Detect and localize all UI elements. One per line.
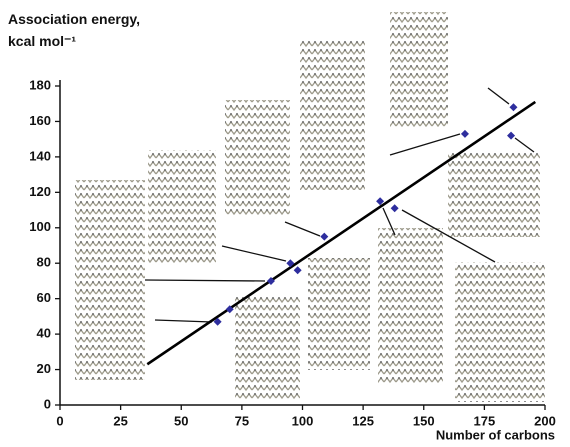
molecule-stack bbox=[225, 100, 290, 215]
x-tick-label: 175 bbox=[474, 413, 496, 428]
data-point bbox=[320, 233, 328, 241]
y-tick-label: 100 bbox=[29, 219, 51, 234]
arrow bbox=[222, 246, 286, 261]
x-tick-label: 25 bbox=[113, 413, 127, 428]
molecule-stack bbox=[235, 295, 300, 400]
molecule-stack bbox=[148, 150, 216, 265]
x-tick-label: 150 bbox=[413, 413, 435, 428]
y-tick-label: 180 bbox=[29, 77, 51, 92]
molecule-stack bbox=[308, 258, 370, 370]
molecule-stack bbox=[378, 228, 443, 385]
data-point bbox=[509, 103, 517, 111]
molecule-stack bbox=[390, 12, 448, 127]
x-tick-label: 50 bbox=[174, 413, 188, 428]
molecule-stack bbox=[448, 152, 540, 237]
molecule-stacks bbox=[75, 12, 545, 402]
y-tick-label: 60 bbox=[37, 290, 51, 305]
data-point bbox=[507, 132, 515, 140]
arrow bbox=[155, 320, 212, 322]
x-axis-title: Number of carbons bbox=[436, 427, 555, 442]
y-tick-label: 40 bbox=[37, 326, 51, 341]
x-tick-label: 125 bbox=[352, 413, 374, 428]
x-tick-label: 200 bbox=[534, 413, 556, 428]
y-tick-label: 80 bbox=[37, 255, 51, 270]
data-point bbox=[294, 266, 302, 274]
y-tick-label: 0 bbox=[44, 396, 51, 411]
y-axis-title: Association energy, kcal mol⁻¹ bbox=[8, 8, 158, 52]
x-tick-label: 75 bbox=[235, 413, 249, 428]
arrow bbox=[515, 138, 534, 152]
chart: Number of carbons 0255075100125150175200… bbox=[0, 0, 570, 447]
molecule-stack bbox=[455, 262, 545, 402]
page: Number of carbons 0255075100125150175200… bbox=[0, 0, 570, 447]
molecule-stack bbox=[75, 180, 145, 380]
x-tick-label: 100 bbox=[292, 413, 314, 428]
y-tick-label: 20 bbox=[37, 361, 51, 376]
arrow bbox=[285, 222, 320, 236]
y-tick-label: 140 bbox=[29, 148, 51, 163]
data-point bbox=[391, 204, 399, 212]
molecule-stack bbox=[300, 40, 365, 190]
y-tick-label: 160 bbox=[29, 113, 51, 128]
arrow bbox=[390, 134, 460, 155]
y-tick-label: 120 bbox=[29, 184, 51, 199]
data-point bbox=[461, 130, 469, 138]
arrow bbox=[145, 280, 265, 281]
x-tick-label: 0 bbox=[56, 413, 63, 428]
arrow bbox=[488, 88, 509, 104]
